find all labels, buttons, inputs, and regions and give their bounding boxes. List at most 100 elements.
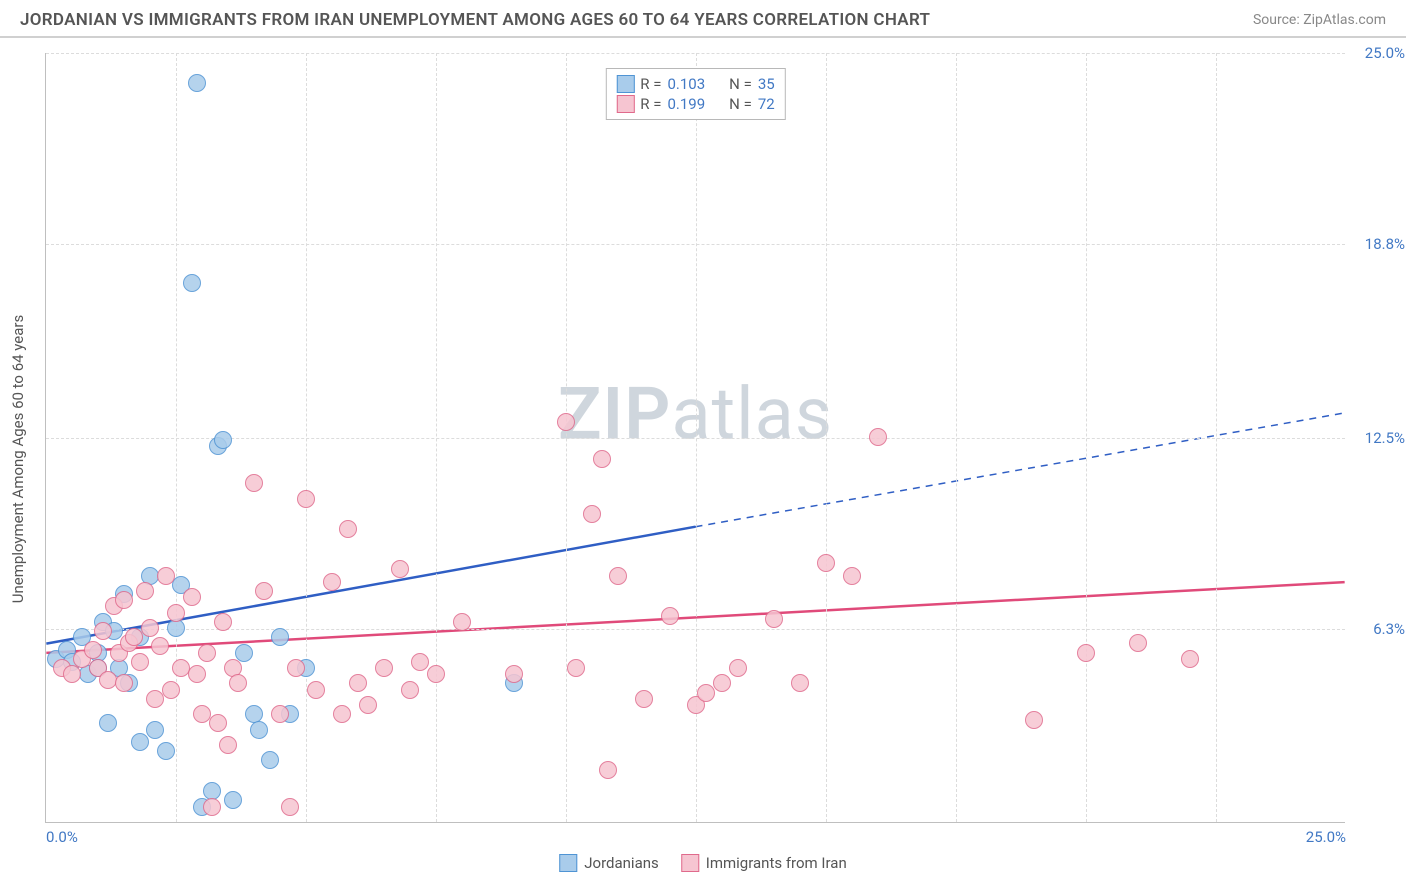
gridline-v bbox=[176, 53, 177, 822]
data-point-series-0 bbox=[271, 628, 289, 646]
data-point-series-1 bbox=[151, 637, 169, 655]
y-axis-label: Unemployment Among Ages 60 to 64 years bbox=[9, 315, 27, 603]
data-point-series-1 bbox=[635, 690, 653, 708]
data-point-series-1 bbox=[713, 674, 731, 692]
data-point-series-1 bbox=[817, 554, 835, 572]
chart-title: JORDANIAN VS IMMIGRANTS FROM IRAN UNEMPL… bbox=[20, 10, 930, 30]
data-point-series-1 bbox=[427, 665, 445, 683]
gridline-v bbox=[436, 53, 437, 822]
legend-item-0: Jordanians bbox=[559, 854, 659, 872]
stat-n0: 35 bbox=[758, 75, 775, 93]
stat-r0: 0.103 bbox=[667, 75, 705, 93]
x-tick-label: 0.0% bbox=[46, 828, 78, 846]
gridline-v bbox=[956, 53, 957, 822]
data-point-series-1 bbox=[115, 591, 133, 609]
data-point-series-0 bbox=[146, 721, 164, 739]
data-point-series-0 bbox=[183, 274, 201, 292]
data-point-series-1 bbox=[63, 665, 81, 683]
y-tick-label: 6.3% bbox=[1373, 620, 1405, 638]
data-point-series-1 bbox=[136, 582, 154, 600]
data-point-series-1 bbox=[791, 674, 809, 692]
stat-n-label: N = bbox=[729, 75, 752, 93]
data-point-series-1 bbox=[729, 659, 747, 677]
data-point-series-1 bbox=[183, 588, 201, 606]
data-point-series-0 bbox=[250, 721, 268, 739]
data-point-series-1 bbox=[505, 665, 523, 683]
data-point-series-1 bbox=[1181, 650, 1199, 668]
x-tick-label: 25.0% bbox=[1306, 828, 1346, 846]
stat-r-label: R = bbox=[640, 75, 661, 93]
data-point-series-1 bbox=[229, 674, 247, 692]
data-point-series-1 bbox=[557, 413, 575, 431]
data-point-series-1 bbox=[609, 567, 627, 585]
data-point-series-1 bbox=[219, 736, 237, 754]
y-tick-label: 25.0% bbox=[1365, 44, 1405, 62]
legend-swatch-1 bbox=[681, 854, 699, 872]
data-point-series-0 bbox=[131, 733, 149, 751]
data-point-series-1 bbox=[599, 761, 617, 779]
data-point-series-1 bbox=[411, 653, 429, 671]
series-legend: Jordanians Immigrants from Iran bbox=[559, 854, 846, 872]
data-point-series-1 bbox=[162, 681, 180, 699]
data-point-series-0 bbox=[214, 431, 232, 449]
stat-r-label: R = bbox=[640, 95, 661, 113]
swatch-series-0 bbox=[616, 75, 634, 93]
data-point-series-1 bbox=[1077, 644, 1095, 662]
data-point-series-1 bbox=[765, 610, 783, 628]
data-point-series-1 bbox=[94, 622, 112, 640]
data-point-series-1 bbox=[869, 428, 887, 446]
legend-item-1: Immigrants from Iran bbox=[681, 854, 847, 872]
data-point-series-1 bbox=[401, 681, 419, 699]
data-point-series-0 bbox=[224, 791, 242, 809]
data-point-series-1 bbox=[333, 705, 351, 723]
data-point-series-1 bbox=[271, 705, 289, 723]
data-point-series-1 bbox=[323, 573, 341, 591]
data-point-series-1 bbox=[245, 474, 263, 492]
stat-r1: 0.199 bbox=[667, 95, 705, 113]
stat-n1: 72 bbox=[758, 95, 775, 113]
stat-legend: R = 0.103 N = 35 R = 0.199 N = 72 bbox=[605, 68, 785, 120]
data-point-series-0 bbox=[99, 714, 117, 732]
data-point-series-1 bbox=[359, 696, 377, 714]
data-point-series-1 bbox=[349, 674, 367, 692]
source-label: Source: ZipAtlas.com bbox=[1253, 12, 1386, 28]
data-point-series-0 bbox=[157, 742, 175, 760]
stat-n-label: N = bbox=[729, 95, 752, 113]
plot-region: ZIPatlas R = 0.103 N = 35 R = 0.199 N = … bbox=[45, 53, 1345, 823]
data-point-series-1 bbox=[453, 613, 471, 631]
data-point-series-1 bbox=[203, 798, 221, 816]
data-point-series-1 bbox=[209, 714, 227, 732]
gridline-v bbox=[1086, 53, 1087, 822]
data-point-series-1 bbox=[281, 798, 299, 816]
gridline-v bbox=[1216, 53, 1217, 822]
data-point-series-1 bbox=[157, 567, 175, 585]
data-point-series-1 bbox=[167, 604, 185, 622]
chart-area: Unemployment Among Ages 60 to 64 years Z… bbox=[0, 38, 1406, 880]
data-point-series-1 bbox=[188, 665, 206, 683]
data-point-series-0 bbox=[261, 751, 279, 769]
gridline-v bbox=[826, 53, 827, 822]
gridline-v bbox=[566, 53, 567, 822]
legend-label-1: Immigrants from Iran bbox=[706, 854, 847, 872]
data-point-series-1 bbox=[583, 505, 601, 523]
data-point-series-0 bbox=[235, 644, 253, 662]
data-point-series-0 bbox=[167, 619, 185, 637]
data-point-series-1 bbox=[375, 659, 393, 677]
data-point-series-1 bbox=[661, 607, 679, 625]
data-point-series-1 bbox=[1129, 634, 1147, 652]
data-point-series-0 bbox=[188, 74, 206, 92]
watermark-bold: ZIP bbox=[558, 372, 671, 457]
data-point-series-1 bbox=[391, 560, 409, 578]
swatch-series-1 bbox=[616, 95, 634, 113]
data-point-series-1 bbox=[115, 674, 133, 692]
data-point-series-1 bbox=[255, 582, 273, 600]
data-point-series-1 bbox=[287, 659, 305, 677]
data-point-series-1 bbox=[1025, 711, 1043, 729]
legend-label-0: Jordanians bbox=[584, 854, 659, 872]
data-point-series-1 bbox=[567, 659, 585, 677]
legend-swatch-0 bbox=[559, 854, 577, 872]
data-point-series-1 bbox=[141, 619, 159, 637]
data-point-series-1 bbox=[843, 567, 861, 585]
header: JORDANIAN VS IMMIGRANTS FROM IRAN UNEMPL… bbox=[0, 0, 1406, 38]
data-point-series-1 bbox=[593, 450, 611, 468]
